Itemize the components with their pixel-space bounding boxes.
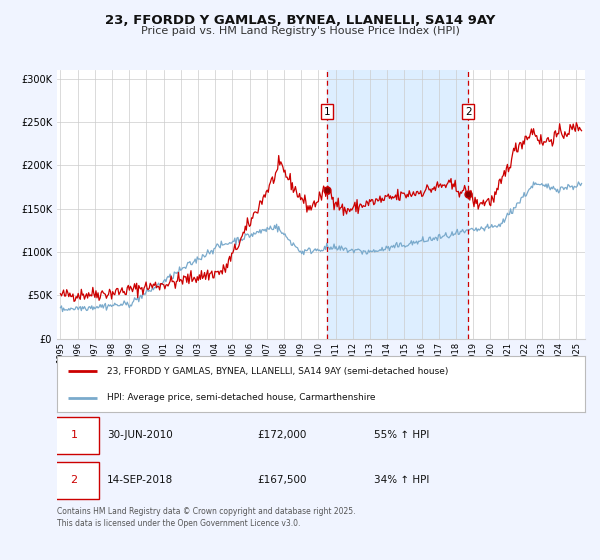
Text: 30-JUN-2010: 30-JUN-2010 <box>107 431 173 440</box>
Text: 2: 2 <box>71 475 78 485</box>
Text: 23, FFORDD Y GAMLAS, BYNEA, LLANELLI, SA14 9AY: 23, FFORDD Y GAMLAS, BYNEA, LLANELLI, SA… <box>105 14 495 27</box>
Text: HPI: Average price, semi-detached house, Carmarthenshire: HPI: Average price, semi-detached house,… <box>107 393 376 402</box>
Text: 14-SEP-2018: 14-SEP-2018 <box>107 475 173 485</box>
Text: 1: 1 <box>71 431 77 440</box>
Text: Price paid vs. HM Land Registry's House Price Index (HPI): Price paid vs. HM Land Registry's House … <box>140 26 460 36</box>
FancyBboxPatch shape <box>49 417 99 454</box>
Bar <box>327 70 468 339</box>
Text: 1: 1 <box>324 106 331 116</box>
Text: £167,500: £167,500 <box>257 475 307 485</box>
Text: 34% ↑ HPI: 34% ↑ HPI <box>374 475 429 485</box>
Text: Contains HM Land Registry data © Crown copyright and database right 2025.: Contains HM Land Registry data © Crown c… <box>57 507 355 516</box>
Text: 55% ↑ HPI: 55% ↑ HPI <box>374 431 429 440</box>
Text: 2: 2 <box>465 106 472 116</box>
Text: 23, FFORDD Y GAMLAS, BYNEA, LLANELLI, SA14 9AY (semi-detached house): 23, FFORDD Y GAMLAS, BYNEA, LLANELLI, SA… <box>107 367 449 376</box>
Text: £172,000: £172,000 <box>257 431 307 440</box>
FancyBboxPatch shape <box>49 461 99 498</box>
Text: This data is licensed under the Open Government Licence v3.0.: This data is licensed under the Open Gov… <box>57 519 301 528</box>
